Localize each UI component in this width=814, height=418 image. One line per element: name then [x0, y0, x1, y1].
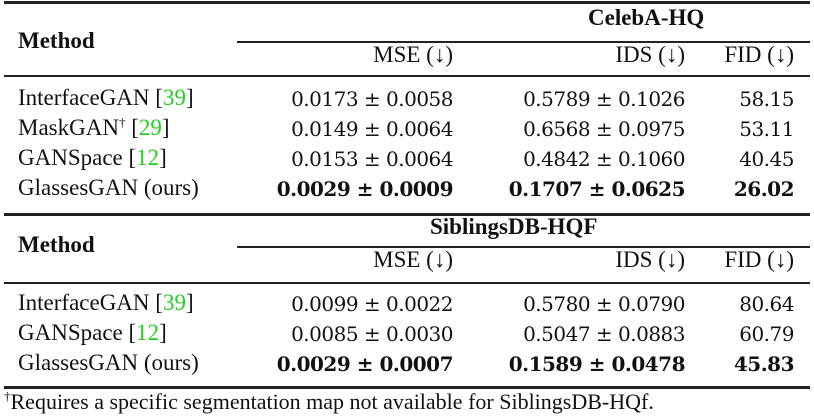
mse-cell: 0.0099 ± 0.0022: [291, 292, 453, 316]
dataset-cmidrule: [237, 41, 810, 43]
citation-link[interactable]: 39: [162, 290, 186, 315]
dagger-mark: †: [118, 114, 126, 130]
mse-cell: 0.0085 ± 0.0030: [291, 322, 453, 346]
fid-header: FID (↓): [724, 247, 794, 272]
method-cell: GlassesGAN (ours): [18, 175, 199, 200]
fid-cell: 40.45: [739, 147, 794, 171]
bottom-rule: [4, 386, 810, 389]
citation-link[interactable]: 39: [162, 85, 186, 110]
header-rule: [4, 282, 810, 284]
ids-cell: 0.1589 ± 0.0478: [508, 352, 686, 376]
ids-cell: 0.1707 ± 0.0625: [508, 177, 686, 201]
mse-header: MSE (↓): [373, 42, 453, 67]
method-cell: GANSpace [12]: [18, 145, 167, 170]
dagger-mark: †: [4, 388, 11, 404]
method-cell: MaskGAN† [29]: [18, 114, 170, 140]
fid-cell: 80.64: [739, 292, 794, 316]
fid-cell: 60.79: [739, 322, 794, 346]
method-cell: InterfaceGAN [39]: [18, 290, 194, 315]
dataset-header: CelebA-HQ: [588, 5, 705, 30]
ids-cell: 0.5047 ± 0.0883: [523, 322, 685, 346]
method-name: GANSpace: [18, 145, 123, 170]
mse-cell: 0.0029 ± 0.0009: [276, 177, 454, 201]
ids-cell: 0.4842 ± 0.1060: [523, 147, 685, 171]
ids-cell: 0.6568 ± 0.0975: [523, 117, 685, 141]
method-name: InterfaceGAN: [18, 290, 150, 315]
table-divider-rule: [4, 213, 810, 216]
mse-cell: 0.0173 ± 0.0058: [291, 87, 453, 111]
mse-header: MSE (↓): [373, 247, 453, 272]
ids-cell: 0.5780 ± 0.0790: [523, 292, 685, 316]
fid-header: FID (↓): [724, 42, 794, 67]
method-name: MaskGAN: [18, 115, 119, 140]
fid-cell: 58.15: [739, 87, 794, 111]
method-cell: GANSpace [12]: [18, 320, 167, 345]
citation-link[interactable]: 12: [136, 145, 160, 170]
header-rule: [4, 75, 810, 77]
citation-link[interactable]: 12: [136, 320, 160, 345]
fid-cell: 53.11: [739, 117, 794, 141]
mse-cell: 0.0153 ± 0.0064: [291, 147, 453, 171]
method-name: GANSpace: [18, 320, 123, 345]
fid-cell: 26.02: [733, 177, 795, 201]
method-name: InterfaceGAN: [18, 85, 150, 110]
fid-cell: 45.83: [733, 352, 795, 376]
footnote-text: Requires a specific segmentation map not…: [10, 389, 654, 414]
footnote: †Requires a specific segmentation map no…: [4, 389, 654, 415]
top-rule: [4, 1, 810, 4]
citation-link[interactable]: 29: [138, 115, 162, 140]
method-header: Method: [18, 232, 95, 257]
method-header: Method: [18, 28, 95, 53]
dataset-cmidrule: [237, 246, 810, 248]
mse-cell: 0.0149 ± 0.0064: [291, 117, 453, 141]
method-cell: InterfaceGAN [39]: [18, 85, 194, 110]
mse-cell: 0.0029 ± 0.0007: [276, 352, 454, 376]
dataset-header: SiblingsDB-HQF: [430, 214, 598, 239]
ids-cell: 0.5789 ± 0.1026: [523, 87, 685, 111]
method-cell: GlassesGAN (ours): [18, 350, 199, 375]
ids-header: IDS (↓): [615, 247, 685, 272]
ids-header: IDS (↓): [615, 42, 685, 67]
